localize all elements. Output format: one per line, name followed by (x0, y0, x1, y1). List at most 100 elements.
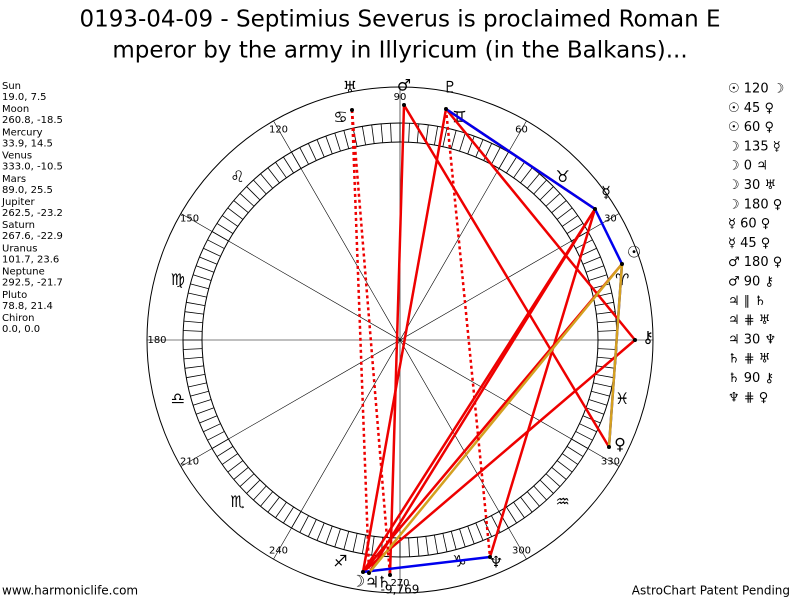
planet-glyph: ♄ (377, 573, 391, 592)
aspect-line (445, 108, 636, 341)
band-tick (506, 506, 517, 524)
band-tick (325, 525, 333, 545)
band-tick (506, 156, 517, 174)
degree-label: 210 (180, 457, 199, 468)
planet-glyph: ♀ (614, 435, 626, 454)
planet-point (388, 573, 392, 577)
aspect-entry: ♃ ∥ ♄ (728, 294, 766, 309)
aspect-line (362, 555, 491, 574)
planet-name: Mars (2, 174, 26, 185)
band-tick (596, 365, 616, 369)
band-tick (551, 200, 567, 214)
band-tick (588, 274, 608, 281)
degree-label: 240 (269, 545, 288, 556)
sign-glyph: ♐ (333, 552, 347, 571)
band-tick (520, 496, 533, 513)
aspect-entry: ☿ 60 ♀ (728, 217, 770, 232)
band-tick (520, 167, 533, 184)
band-tick (539, 479, 554, 494)
band-tick (233, 200, 249, 214)
planet-point (361, 570, 365, 574)
band-tick (325, 135, 333, 155)
sign-glyph: ♒ (555, 492, 569, 511)
footer-right: AstroChart Patent Pending (632, 584, 790, 598)
band-tick (561, 215, 578, 227)
band-tick (371, 536, 375, 556)
planet-point (367, 571, 371, 575)
band-tick (526, 491, 540, 507)
band-tick (545, 473, 561, 487)
aspect-entry: ♃ 30 ♆ (728, 332, 776, 347)
band-tick (491, 147, 501, 165)
band-tick (246, 479, 261, 494)
aspect-line (593, 208, 624, 265)
aspect-entry: ☉ 45 ♀ (728, 101, 774, 116)
band-tick (222, 215, 239, 227)
planet-name: Saturn (2, 220, 35, 231)
band-tick (260, 491, 274, 507)
aspect-entry: ♂ 90 ⚷ (728, 275, 774, 290)
band-tick (556, 207, 573, 220)
footer-left: www.harmoniclife.com (2, 584, 138, 598)
band-tick (260, 173, 274, 189)
aspect-line (445, 107, 596, 211)
sign-glyph: ♏ (230, 492, 244, 511)
band-tick (253, 485, 267, 501)
planet-name: Jupiter (1, 197, 35, 208)
band-tick (416, 537, 420, 557)
band-tick (526, 173, 540, 189)
planet-position: 78.8, 21.4 (2, 301, 53, 312)
band-tick (334, 528, 341, 548)
band-tick (566, 446, 584, 457)
aspect-entry: ☽ 135 ☿ (728, 139, 781, 154)
aspect-entry: ☉ 60 ♀ (728, 120, 774, 135)
band-tick (275, 162, 287, 179)
planet-point (633, 338, 637, 342)
planet-point (444, 107, 448, 111)
band-tick (233, 466, 249, 480)
band-tick (593, 382, 612, 388)
band-tick (513, 162, 525, 179)
band-tick (361, 534, 367, 554)
aspect-line (350, 109, 371, 574)
band-tick (408, 123, 410, 143)
band-tick (307, 519, 317, 537)
aspect-entry: ☽ 0 ♃ (728, 159, 768, 174)
band-tick (475, 522, 484, 541)
aspect-entry: ☽ 180 ♀ (728, 197, 782, 212)
band-tick (299, 147, 309, 165)
band-tick (390, 123, 392, 143)
band-tick (239, 193, 255, 207)
aspect-line (368, 263, 623, 574)
band-tick (433, 534, 439, 554)
planet-glyph: ♃ (365, 573, 379, 592)
band-tick (588, 399, 608, 406)
band-tick (416, 123, 420, 143)
planet-name: Sun (2, 81, 21, 92)
band-tick (582, 256, 601, 265)
planet-point (593, 207, 597, 211)
band-tick (352, 533, 358, 552)
band-tick (597, 348, 617, 350)
sign-glyph: ♉ (555, 167, 569, 186)
band-tick (334, 132, 341, 152)
aspect-line (402, 104, 611, 448)
band-tick (190, 390, 209, 397)
aspect-line (607, 263, 624, 448)
degree-label: 180 (147, 335, 166, 346)
sign-glyph: ♍ (171, 270, 185, 289)
band-tick (188, 292, 207, 298)
band-tick (246, 186, 261, 201)
band-tick (361, 126, 367, 146)
aspect-line (350, 109, 392, 576)
planet-position: 292.5, -21.7 (2, 278, 63, 289)
aspect-line (388, 104, 406, 576)
planet-point (402, 103, 406, 107)
band-tick (539, 186, 554, 201)
band-tick (545, 193, 561, 207)
degree-label: 300 (512, 545, 531, 556)
band-tick (450, 130, 457, 149)
degree-label: 330 (601, 457, 620, 468)
band-tick (442, 533, 448, 552)
title-line: mperor by the army in Illyricum (in the … (112, 38, 687, 64)
